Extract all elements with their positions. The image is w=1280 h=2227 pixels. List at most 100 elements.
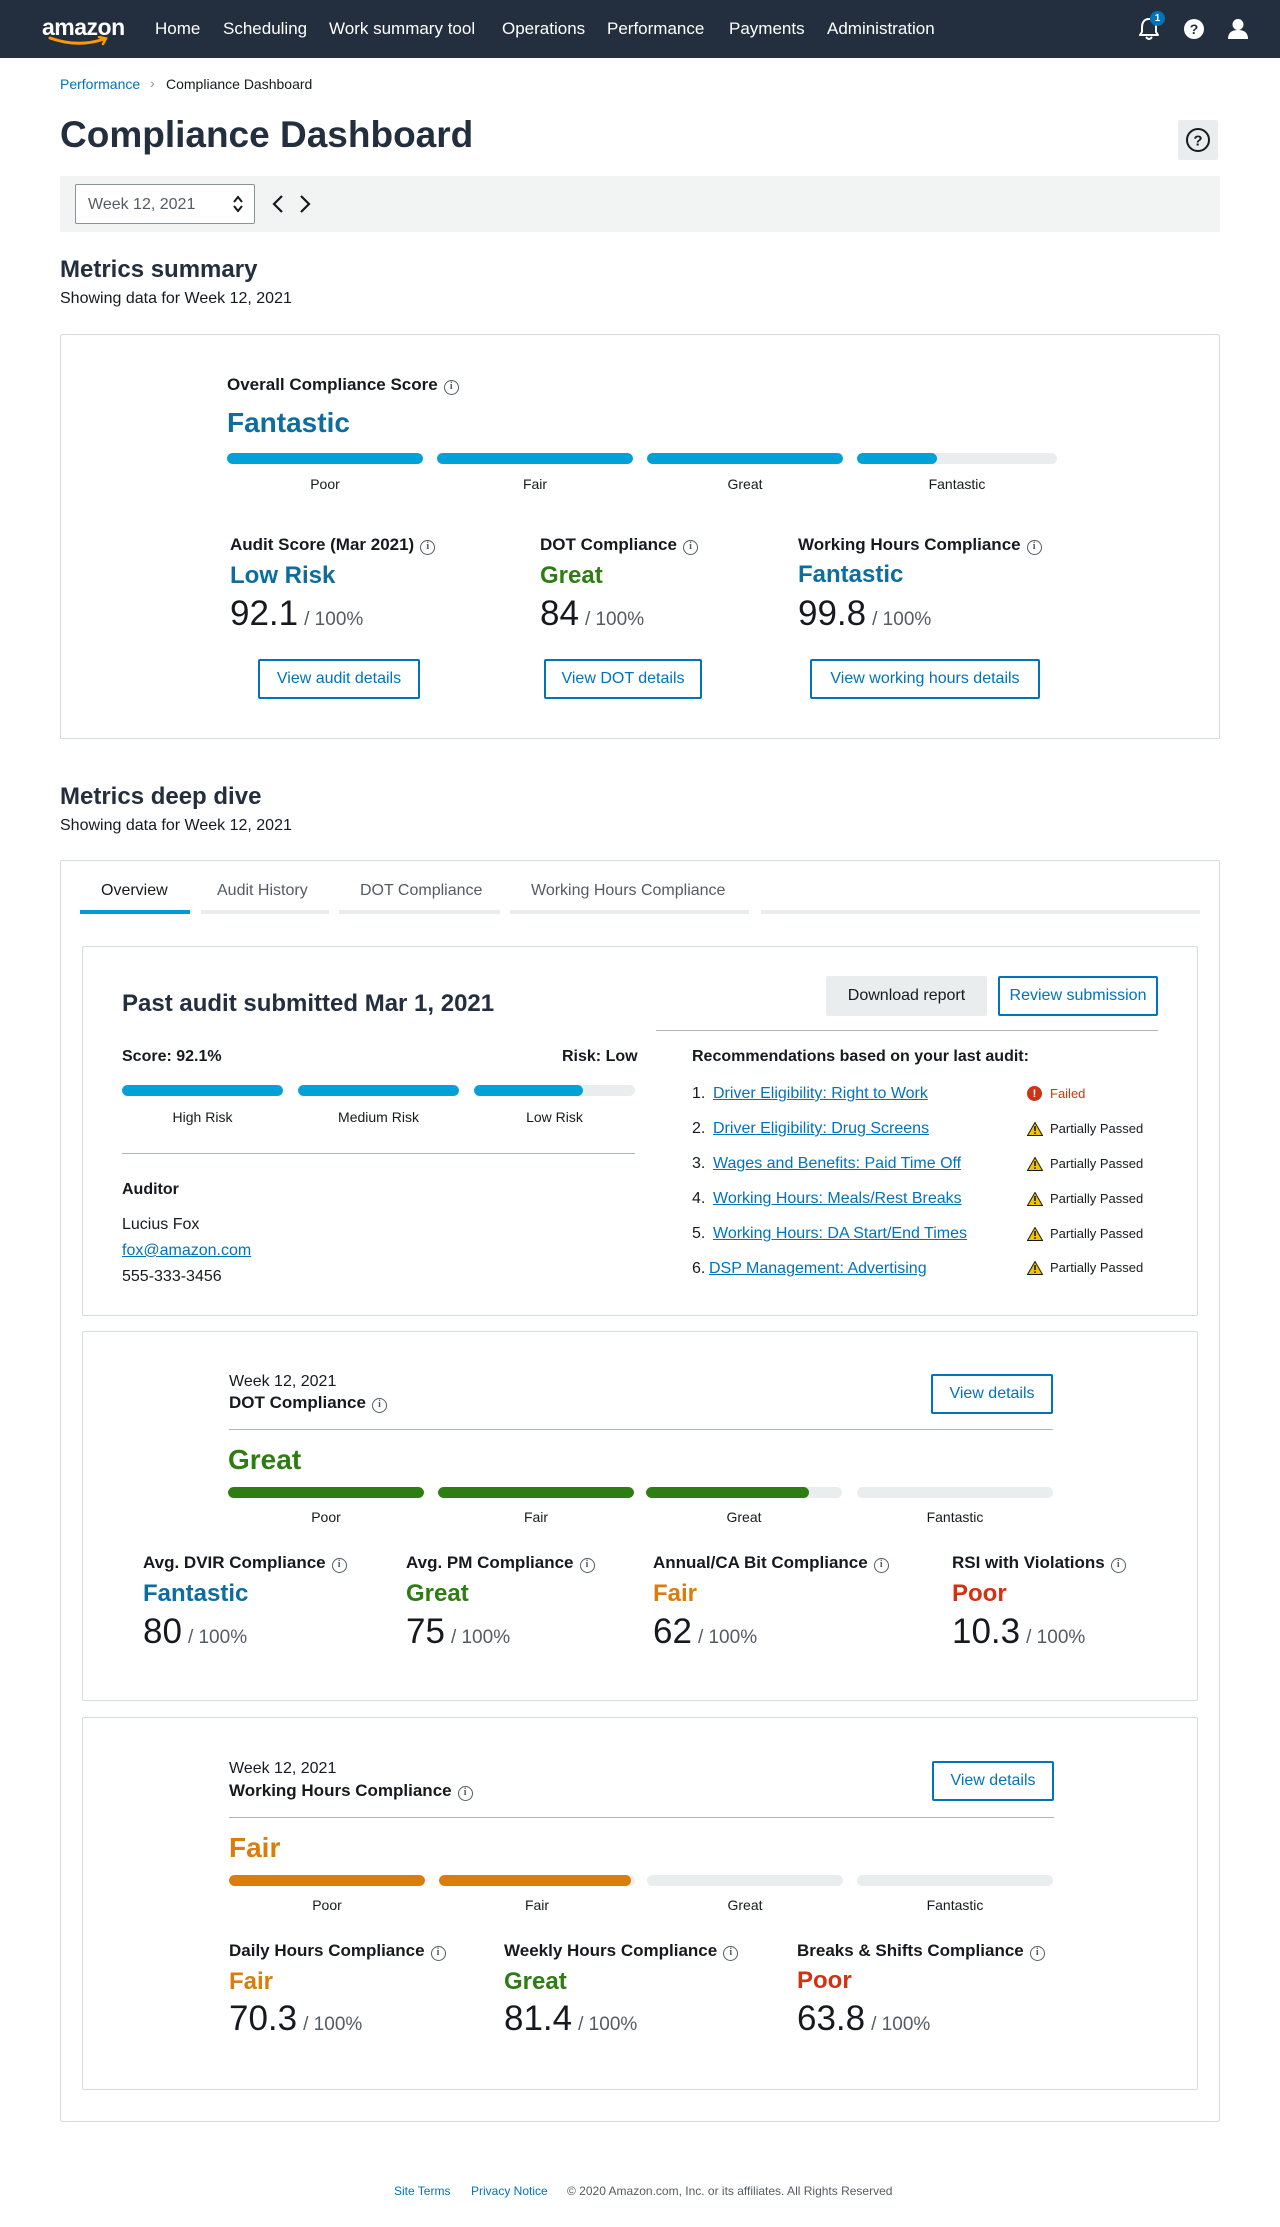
daily-hours-value-number: 70.3 — [229, 1999, 298, 2038]
tab-working-hours-compliance[interactable]: Working Hours Compliance — [531, 882, 726, 899]
chevron-right-icon — [300, 195, 311, 213]
breadcrumb-performance[interactable]: Performance — [60, 76, 141, 92]
risk-scale-label: Low Risk — [526, 1109, 583, 1125]
nav-performance[interactable]: Performance — [607, 19, 705, 38]
scale-label: Fair — [522, 476, 548, 492]
nav-payments[interactable]: Payments — [729, 19, 805, 38]
nav-administration[interactable]: Administration — [827, 19, 935, 38]
info-icon[interactable]: i — [331, 1558, 347, 1573]
scale-label: Fantastic — [928, 476, 986, 492]
notification-count: 1 — [1150, 11, 1165, 26]
info-icon[interactable]: i — [723, 1946, 739, 1961]
rec-status-text: Partially Passed — [1050, 1156, 1144, 1171]
nav-scheduling[interactable]: Scheduling — [223, 19, 308, 38]
rec-link-paid-time-off[interactable]: Wages and Benefits: Paid Time Off — [713, 1155, 962, 1172]
working-hours-label: Working Hours Compliance i — [798, 535, 1042, 555]
daily-hours-rating: Fair — [229, 1968, 274, 1995]
amazon-logo[interactable]: amazon — [42, 14, 125, 46]
previous-week-button[interactable] — [268, 190, 288, 218]
pm-value-number: 75 — [406, 1612, 445, 1651]
footer-site-terms-link[interactable]: Site Terms — [394, 2184, 451, 2198]
scale-label: Fair — [523, 1509, 549, 1525]
info-icon[interactable]: i — [430, 1946, 446, 1961]
bell-icon[interactable]: 1 — [1135, 11, 1165, 43]
info-icon[interactable]: i — [579, 1558, 595, 1573]
view-audit-details-button[interactable]: View audit details — [258, 659, 420, 699]
rec-link-meals-rest-breaks[interactable]: Working Hours: Meals/Rest Breaks — [713, 1190, 962, 1207]
annual-ca-bit-rating: Fair — [653, 1580, 698, 1607]
help-icon[interactable]: ? — [1180, 15, 1208, 43]
annual-ca-bit-value-number: 62 — [653, 1612, 692, 1651]
next-week-button[interactable] — [295, 190, 315, 218]
pm-label: Avg. PM Compliance i — [406, 1553, 595, 1573]
view-working-hours-details-button[interactable]: View working hours details — [810, 659, 1040, 699]
rec-link-da-start-end-times[interactable]: Working Hours: DA Start/End Times — [713, 1225, 968, 1242]
overall-score-label-text: Overall Compliance Score — [227, 375, 438, 394]
help-button[interactable]: ? — [1178, 120, 1218, 160]
tab-audit-history[interactable]: Audit History — [217, 882, 308, 899]
overall-bar-fair-fill — [437, 453, 633, 464]
info-icon[interactable]: i — [1029, 1946, 1045, 1961]
info-icon[interactable]: i — [371, 1398, 387, 1413]
tab-dot-compliance[interactable]: DOT Compliance — [360, 882, 483, 899]
dot-view-details-button[interactable]: View details — [931, 1374, 1053, 1414]
dot-rating: Great — [540, 562, 603, 589]
divider — [229, 1429, 1053, 1430]
audit-value-number: 92.1 — [230, 594, 299, 633]
warning-icon — [1027, 1156, 1043, 1171]
risk-scale-label: High Risk — [172, 1109, 233, 1125]
footer-privacy-notice-link[interactable]: Privacy Notice — [471, 2184, 548, 2198]
warning-icon — [1027, 1191, 1043, 1206]
risk-bar-medium — [298, 1085, 459, 1096]
dvir-value-max: / 100% — [187, 1627, 248, 1648]
download-report-button[interactable]: Download report — [826, 976, 987, 1016]
dot-bar-poor — [228, 1487, 424, 1498]
info-icon[interactable]: i — [1110, 1558, 1126, 1573]
auditor-email-link[interactable]: fox@amazon.com — [122, 1242, 252, 1259]
nav-home[interactable]: Home — [155, 19, 201, 38]
rec-link-right-to-work[interactable]: Driver Eligibility: Right to Work — [713, 1085, 928, 1102]
overall-bar-fantastic-fill — [857, 453, 937, 464]
user-icon[interactable] — [1224, 15, 1252, 43]
metrics-deep-dive-subtitle: Showing data for Week 12, 2021 — [60, 817, 292, 834]
breaks-shifts-label: Breaks & Shifts Compliance i — [797, 1941, 1045, 1961]
breaks-shifts-label-text: Breaks & Shifts Compliance — [797, 1941, 1024, 1960]
audit-risk: Risk: Low — [562, 1048, 638, 1065]
audit-value-max: / 100% — [304, 609, 364, 630]
dot-card-label: DOT Compliance i — [229, 1393, 387, 1413]
scale-label: Great — [727, 476, 763, 492]
overall-bar-great — [647, 453, 843, 464]
rsi-label-text: RSI with Violations — [952, 1553, 1105, 1572]
tab-overview[interactable]: Overview — [101, 882, 168, 899]
top-navigation: amazon Home Scheduling Work summary tool… — [0, 0, 1280, 58]
dot-week: Week 12, 2021 — [229, 1373, 337, 1390]
rec-link-drug-screens[interactable]: Driver Eligibility: Drug Screens — [713, 1120, 930, 1137]
nav-operations[interactable]: Operations — [502, 19, 586, 38]
working-hours-card: Week 12, 2021 Working Hours Compliance i … — [82, 1717, 1198, 2090]
nav-work-summary-tool[interactable]: Work summary tool — [329, 19, 476, 38]
info-icon[interactable]: i — [682, 540, 698, 555]
review-submission-button[interactable]: Review submission — [998, 976, 1158, 1016]
rec-number: 2. — [692, 1120, 706, 1137]
info-icon[interactable]: i — [1026, 540, 1042, 555]
info-icon[interactable]: i — [873, 1558, 889, 1573]
rec-link-advertising[interactable]: DSP Management: Advertising — [709, 1260, 927, 1277]
info-icon[interactable]: i — [420, 540, 436, 555]
weekly-hours-label: Weekly Hours Compliance i — [504, 1941, 739, 1961]
audit-score-label-text: Audit Score (Mar 2021) — [230, 535, 415, 554]
view-dot-details-button[interactable]: View DOT details — [544, 659, 702, 699]
breaks-shifts-value-max: / 100% — [871, 2014, 931, 2035]
metrics-summary-subtitle: Showing data for Week 12, 2021 — [60, 290, 292, 307]
breaks-shifts-rating: Poor — [797, 1967, 852, 1994]
info-icon[interactable]: i — [443, 380, 459, 395]
warning-icon — [1027, 1121, 1043, 1136]
wh-view-details-button[interactable]: View details — [932, 1761, 1054, 1801]
audit-score-label: Audit Score (Mar 2021) i — [230, 535, 436, 555]
audit-value: 92.1/ 100% — [230, 594, 363, 634]
wh-bar-poor-fill — [229, 1875, 425, 1886]
rec-status-partial: Partially Passed — [1027, 1226, 1143, 1241]
page-title: Compliance Dashboard — [60, 114, 474, 155]
week-select[interactable]: Week 12, 2021 — [75, 184, 255, 224]
risk-bar-low — [474, 1085, 635, 1096]
info-icon[interactable]: i — [457, 1786, 473, 1801]
